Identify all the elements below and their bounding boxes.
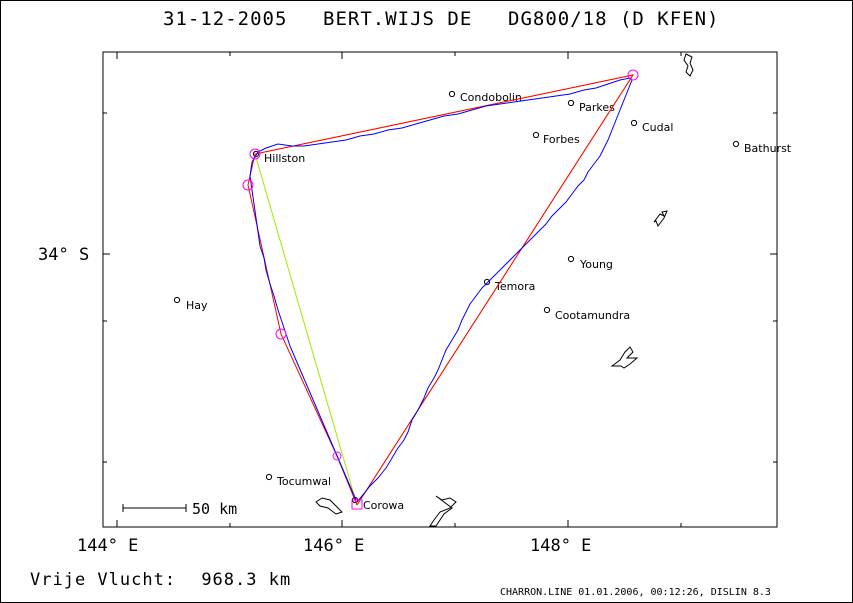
closing-leg (254, 153, 358, 506)
town-marker (265, 473, 273, 481)
towns: Condobolin Parkes Cudal Forbes Bathurst … (173, 90, 792, 512)
lake-outline (653, 210, 668, 228)
lake-outline (683, 53, 694, 77)
town-forbes: Forbes (543, 133, 580, 146)
town-marker (732, 140, 740, 148)
gps-track (249, 77, 633, 503)
axis-ticks (103, 52, 777, 527)
title-bar: 31-12-2005 BERT.WIJS DE DG800/18 (D KFEN… (0, 8, 853, 32)
distance-label: Vrije Vlucht: (30, 570, 177, 590)
map-frame (102, 51, 778, 528)
distance-line: Vrije Vlucht: 968.3 km (30, 570, 291, 590)
glider-id: DG800/18 (D KFEN) (508, 8, 720, 30)
town-marker (483, 278, 491, 286)
town-temora: Temora (494, 280, 535, 293)
town-marker (532, 131, 540, 139)
town-tocumwal: Tocumwal (276, 475, 331, 488)
scale-bar (122, 504, 187, 512)
town-parkes: Parkes (579, 101, 615, 114)
town-marker (543, 306, 551, 314)
town-bathurst: Bathurst (744, 142, 792, 155)
start-finish-marker (351, 499, 363, 510)
pilot-name: BERT.WIJS DE (323, 8, 473, 30)
town-marker (448, 90, 456, 98)
x-tick-label-144: 144° E (77, 536, 138, 556)
town-marker (567, 99, 575, 107)
turnpoint-marker (332, 451, 342, 461)
town-condobolin: Condobolin (460, 91, 522, 104)
turnpoint-marker (275, 328, 287, 340)
town-young: Young (579, 258, 613, 271)
town-marker (567, 255, 575, 263)
flight-date: 31-12-2005 (163, 8, 288, 30)
turnpoint-marker (627, 69, 639, 81)
turnpoints (242, 69, 639, 510)
water-bodies (315, 53, 694, 527)
x-tick-label-148: 148° E (530, 536, 591, 556)
town-cootamundra: Cootamundra (555, 309, 630, 322)
lake-outline (610, 346, 639, 369)
town-marker (630, 119, 638, 127)
lake-outline (315, 497, 343, 515)
x-tick-label-146: 146° E (303, 536, 364, 556)
y-tick-label-34s: 34° S (38, 245, 89, 265)
town-corowa: Corowa (363, 499, 404, 512)
distance-value: 968.3 km (201, 570, 292, 590)
lake-outline (429, 495, 457, 527)
town-hay: Hay (186, 299, 208, 312)
turnpoint-marker (242, 179, 254, 191)
town-cudal: Cudal (642, 121, 673, 134)
town-hillston: Hillston (264, 152, 305, 165)
town-marker (173, 296, 181, 304)
scale-bar-label: 50 km (192, 500, 237, 518)
footer-credit: CHARRON.LINE 01.01.2006, 00:12:26, DISLI… (500, 587, 771, 598)
turnpoint-marker (249, 148, 261, 160)
